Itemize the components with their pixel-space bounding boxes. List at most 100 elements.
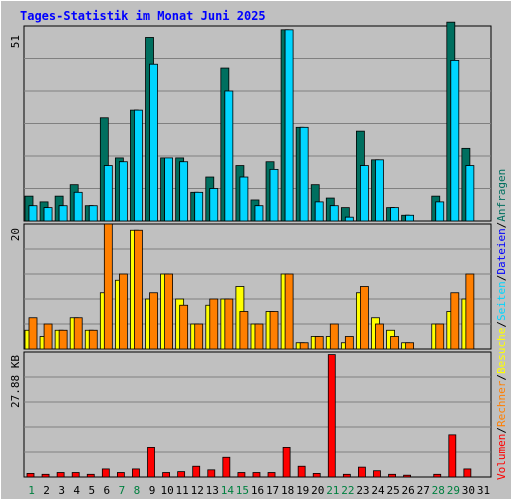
bar-seiten-day-17 — [269, 168, 279, 222]
bar-volumen-day-23 — [358, 466, 366, 478]
bar-rechner-day-24 — [375, 323, 384, 350]
bar-seiten-day-19 — [299, 126, 309, 222]
bar-seiten-day-12 — [194, 191, 204, 222]
bar-volumen-day-28 — [433, 473, 442, 478]
bar-seiten-day-4 — [73, 191, 83, 222]
bar-volumen-day-21 — [327, 354, 336, 478]
bar-seiten-day-6 — [103, 165, 113, 222]
legend-separator: / — [495, 427, 508, 434]
x-tick-label-27: 27 — [417, 484, 430, 497]
bar-rechner-day-3 — [58, 329, 68, 350]
bar-seiten-day-1 — [28, 205, 38, 222]
bar-volumen-day-17 — [267, 472, 276, 478]
bar-rechner-day-1 — [28, 317, 38, 350]
bar-seiten-day-22 — [344, 216, 354, 222]
bar-rechner-day-13 — [209, 298, 219, 350]
panel-besuche — [23, 223, 492, 350]
legend-separator: / — [495, 222, 508, 229]
bar-volumen-day-12 — [192, 465, 201, 478]
x-axis-labels: 1 2 3 4 5 6 7 8 9 10 11 12 13 14 15 16 17 18 19 20 21 22 23 24 2… — [28, 484, 490, 497]
bar-seiten-day-18 — [284, 29, 294, 222]
bar-rechner-day-19 — [299, 342, 309, 350]
bar-rechner-day-5 — [88, 329, 98, 350]
panel-plot-area — [23, 351, 492, 478]
x-tick-label-23: 23 — [356, 484, 369, 497]
x-tick-label-22: 22 — [341, 484, 354, 497]
y-max-label-mid: 20 — [9, 228, 22, 241]
bar-seiten-day-8 — [134, 109, 143, 222]
legend-seiten: Seiten — [495, 281, 508, 321]
bar-seiten-day-2 — [43, 207, 53, 222]
bar-rechner-day-29 — [450, 292, 460, 350]
legend-separator: / — [495, 374, 508, 381]
bar-volumen-day-4 — [71, 472, 80, 478]
x-tick-label-7: 7 — [119, 484, 126, 497]
bar-rechner-day-21 — [329, 323, 339, 350]
legend-separator: / — [495, 275, 508, 282]
bar-rechner-day-2 — [43, 323, 53, 350]
bar-seiten-day-29 — [450, 60, 460, 222]
x-tick-label-9: 9 — [149, 484, 156, 497]
x-tick-label-1: 1 — [28, 484, 35, 497]
bar-volumen-day-26 — [403, 474, 412, 478]
legend: Volumen/Rechner/Besuche/Seiten/Dateien/A… — [495, 169, 508, 480]
bar-volumen-day-18 — [282, 447, 291, 478]
bar-volumen-day-19 — [297, 465, 306, 478]
bar-seiten-day-3 — [58, 205, 68, 222]
bar-rechner-day-17 — [269, 311, 279, 350]
x-tick-label-3: 3 — [58, 484, 65, 497]
x-tick-label-20: 20 — [311, 484, 324, 497]
bar-rechner-day-30 — [465, 273, 475, 350]
x-tick-label-25: 25 — [386, 484, 399, 497]
legend-anfragen: Anfragen — [495, 169, 508, 222]
bar-volumen-day-10 — [162, 472, 170, 478]
bar-seiten-day-21 — [329, 205, 339, 222]
x-tick-label-11: 11 — [176, 484, 189, 497]
bar-volumen-day-2 — [41, 473, 50, 478]
x-tick-label-8: 8 — [134, 484, 141, 497]
x-tick-label-21: 21 — [326, 484, 339, 497]
x-tick-label-5: 5 — [88, 484, 95, 497]
bar-volumen-day-5 — [86, 473, 95, 478]
panel-volumen — [23, 351, 492, 478]
bar-rechner-day-23 — [360, 286, 369, 350]
bar-volumen-day-16 — [252, 472, 261, 478]
bar-rechner-day-28 — [435, 323, 445, 350]
bar-seiten-day-15 — [239, 176, 249, 222]
bar-seiten-day-10 — [164, 157, 173, 222]
bar-seiten-day-23 — [360, 165, 369, 222]
x-tick-label-16: 16 — [251, 484, 264, 497]
x-tick-label-10: 10 — [160, 484, 173, 497]
bar-rechner-day-10 — [164, 273, 173, 350]
x-tick-label-2: 2 — [43, 484, 50, 497]
bar-rechner-day-6 — [103, 223, 113, 350]
bar-seiten-day-14 — [224, 90, 234, 222]
bar-volumen-day-11 — [177, 471, 186, 478]
bar-volumen-day-9 — [147, 447, 155, 478]
bar-seiten-day-20 — [314, 201, 324, 222]
bar-rechner-day-4 — [73, 317, 83, 350]
bar-volumen-day-24 — [373, 470, 381, 478]
y-max-label-bot: 27.88 KB — [9, 355, 22, 408]
bar-volumen-day-25 — [388, 473, 396, 478]
x-tick-label-28: 28 — [432, 484, 445, 497]
bar-volumen-day-15 — [237, 472, 246, 478]
x-tick-label-30: 30 — [462, 484, 475, 497]
bar-rechner-day-11 — [179, 304, 189, 350]
x-tick-label-14: 14 — [221, 484, 235, 497]
x-tick-label-26: 26 — [402, 484, 415, 497]
legend-rechner: Rechner — [495, 380, 508, 427]
bar-volumen-day-13 — [207, 469, 216, 478]
bar-seiten-day-28 — [435, 201, 445, 222]
x-tick-label-18: 18 — [281, 484, 294, 497]
x-tick-label-31: 31 — [477, 484, 490, 497]
x-tick-label-6: 6 — [104, 484, 111, 497]
bar-volumen-day-6 — [101, 468, 110, 478]
bar-volumen-day-8 — [132, 468, 140, 478]
bar-seiten-day-5 — [88, 205, 98, 222]
bar-volumen-day-20 — [312, 473, 321, 478]
legend-volumen: Volumen — [495, 434, 508, 480]
bar-rechner-day-18 — [284, 273, 294, 350]
